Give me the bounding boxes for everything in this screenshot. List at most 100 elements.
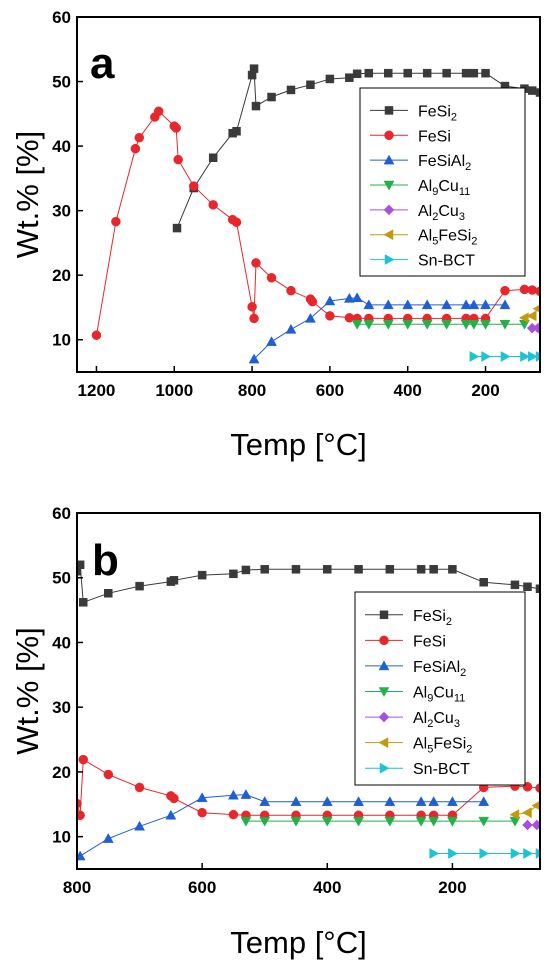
data-point-6-4 <box>527 351 538 362</box>
series-3 <box>240 816 521 827</box>
plot-frame <box>76 16 541 373</box>
data-point-0-21 <box>481 68 490 78</box>
data-point-0-25 <box>535 88 540 97</box>
data-point-0-15 <box>416 565 426 574</box>
data-point-2-13 <box>468 299 480 310</box>
series-6 <box>469 351 540 362</box>
legend-marker-5 <box>383 229 394 241</box>
data-point-2-7 <box>363 299 375 310</box>
legend-marker-5 <box>378 737 389 749</box>
y-tick-label-0: 10 <box>52 828 71 847</box>
data-point-3-5 <box>441 319 453 330</box>
data-point-3-8 <box>480 319 491 330</box>
series-line-0 <box>77 562 540 603</box>
data-point-6-1 <box>481 351 492 362</box>
y-tick-label-1: 20 <box>52 266 71 285</box>
x-tick-label-2: 800 <box>238 381 266 400</box>
data-point-1-8 <box>228 809 239 820</box>
data-point-0-9 <box>286 85 296 95</box>
panel-a: 10 20 30 40 50 60 1200 1000 800 600 400 200 Temp [°C… <box>10 8 541 462</box>
data-point-3-7 <box>468 319 480 330</box>
data-point-2-6 <box>240 789 252 799</box>
x-axis-title: Temp [°C] <box>230 427 366 462</box>
data-point-1-8 <box>173 154 183 165</box>
data-point-0-18 <box>442 68 451 78</box>
data-point-0-18 <box>479 578 488 587</box>
panel-b: 10 20 30 40 50 60 800 600 400 200 Temp [°C] Wt.% [%… <box>10 504 541 960</box>
data-point-1-4 <box>134 782 145 793</box>
data-point-2-10 <box>353 796 364 806</box>
data-point-0-11 <box>325 74 335 84</box>
data-point-1-21 <box>535 783 540 793</box>
y-tick-label-2: 30 <box>52 698 71 717</box>
series-line-2 <box>253 297 505 360</box>
data-point-1-0 <box>91 330 102 340</box>
data-point-0-8 <box>267 92 276 102</box>
x-tick-label-2: 400 <box>313 878 341 897</box>
data-point-1-1 <box>77 810 85 821</box>
data-point-2-11 <box>441 299 453 310</box>
series-5 <box>509 800 540 821</box>
data-point-0-14 <box>385 565 395 574</box>
x-tick-label-5: 200 <box>471 381 499 400</box>
series-line-2 <box>79 794 484 857</box>
x-tick-label-0: 1200 <box>78 381 116 400</box>
legend-label-0: FeSi2 <box>418 103 457 123</box>
data-point-1-14 <box>249 313 259 324</box>
legend-marker-1 <box>379 635 389 646</box>
x-tick-label-3: 600 <box>316 381 344 400</box>
data-point-2-2 <box>134 820 145 831</box>
data-point-6-3 <box>510 848 521 859</box>
data-point-5-0 <box>518 312 529 324</box>
data-point-0-20 <box>523 582 532 592</box>
data-point-2-14 <box>480 299 491 310</box>
legend: FeSi2 FeSi FeSiAl2 Al9Cu11 Al2Cu3 Al5FeSi2 Sn-… <box>359 87 526 277</box>
legend-label-4: Al2Cu3 <box>418 203 465 223</box>
data-point-2-0 <box>248 353 260 364</box>
legend-label-3: Al9Cu11 <box>418 178 470 198</box>
x-tick-label-3: 200 <box>438 878 466 897</box>
data-point-2-1 <box>102 833 114 843</box>
data-point-2-9 <box>402 299 414 310</box>
data-point-1-17 <box>286 285 296 296</box>
x-axis-title: Temp [°C] <box>230 925 366 960</box>
data-point-0-13 <box>354 565 363 574</box>
data-point-0-11 <box>291 565 301 574</box>
x-tick-label-0: 800 <box>63 878 91 897</box>
data-point-0-8 <box>229 569 238 579</box>
data-point-5-1 <box>526 310 537 322</box>
data-point-3-9 <box>499 319 511 330</box>
data-point-0-19 <box>510 580 520 590</box>
data-point-3-3 <box>402 319 414 330</box>
legend-marker-0 <box>384 106 394 115</box>
data-point-0-4 <box>135 581 144 591</box>
plot-area <box>91 64 540 364</box>
y-tick-label-2: 30 <box>52 202 71 221</box>
data-point-1-6 <box>169 793 179 804</box>
data-point-0-19 <box>461 68 471 78</box>
data-point-6-0 <box>429 848 440 859</box>
data-point-2-12 <box>460 299 472 310</box>
data-point-0-6 <box>249 64 259 73</box>
series-1 <box>91 106 540 340</box>
y-tick-label-5: 60 <box>52 8 71 27</box>
data-point-2-6 <box>351 292 363 303</box>
legend-marker-6 <box>384 254 395 265</box>
data-point-6-4 <box>523 848 534 859</box>
panel-label: a <box>90 39 115 88</box>
data-point-0-0 <box>172 223 182 233</box>
data-point-5-1 <box>521 807 532 819</box>
data-point-0-16 <box>403 68 412 78</box>
legend-marker-3 <box>378 687 390 698</box>
data-point-0-0 <box>77 567 82 576</box>
legend-marker-4 <box>378 711 390 723</box>
data-point-0-2 <box>208 153 218 162</box>
data-point-1-1 <box>111 216 121 227</box>
data-point-0-13 <box>352 69 362 79</box>
legend-marker-6 <box>379 762 390 774</box>
data-point-0-15 <box>384 68 393 78</box>
data-point-2-13 <box>428 796 440 806</box>
series-5 <box>518 304 540 324</box>
y-tick-label-4: 50 <box>52 73 71 92</box>
data-point-5-2 <box>531 800 540 811</box>
